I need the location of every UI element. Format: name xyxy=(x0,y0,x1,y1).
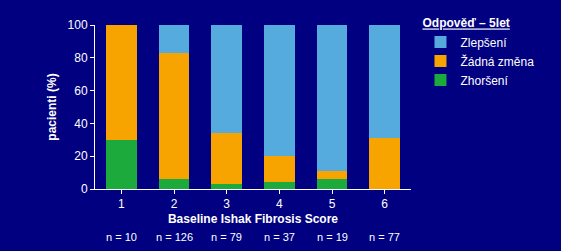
svg-text:Zhoršení: Zhoršení xyxy=(460,74,508,88)
svg-text:Žádná změna: Žádná změna xyxy=(460,54,534,69)
svg-text:6: 6 xyxy=(381,197,388,211)
svg-text:100: 100 xyxy=(68,18,88,32)
svg-text:0: 0 xyxy=(81,182,88,196)
svg-text:n = 126: n = 126 xyxy=(156,231,193,243)
svg-text:80: 80 xyxy=(74,51,88,65)
svg-text:60: 60 xyxy=(74,84,88,98)
svg-text:2: 2 xyxy=(171,197,178,211)
svg-text:pacienti (%): pacienti (%) xyxy=(45,73,59,140)
svg-text:4: 4 xyxy=(276,197,283,211)
svg-text:n = 77: n = 77 xyxy=(369,231,400,243)
svg-text:1: 1 xyxy=(118,197,125,211)
svg-text:20: 20 xyxy=(74,149,88,163)
svg-text:Odpověď – 5let: Odpověď – 5let xyxy=(422,16,509,30)
svg-text:Zlepšení: Zlepšení xyxy=(460,36,507,50)
svg-text:n = 37: n = 37 xyxy=(264,231,295,243)
svg-text:n = 79: n = 79 xyxy=(211,231,242,243)
svg-text:5: 5 xyxy=(329,197,336,211)
svg-text:Baseline Ishak Fibrosis Score: Baseline Ishak Fibrosis Score xyxy=(168,212,338,226)
svg-text:n = 10: n = 10 xyxy=(106,231,137,243)
svg-text:n = 19: n = 19 xyxy=(317,231,348,243)
svg-text:3: 3 xyxy=(223,197,230,211)
svg-text:40: 40 xyxy=(74,117,88,131)
